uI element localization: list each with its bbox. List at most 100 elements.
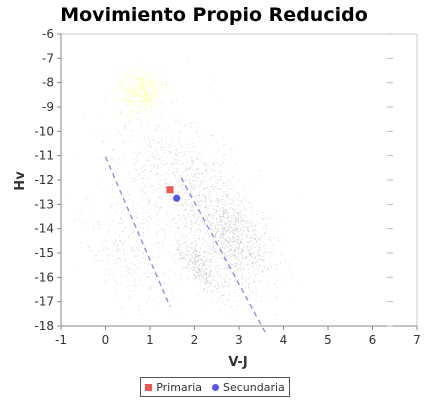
highlight-star-point	[137, 78, 139, 81]
background-star-point	[235, 224, 237, 226]
background-star-point	[221, 230, 223, 232]
highlight-star-point	[128, 101, 130, 103]
background-star-point	[148, 201, 150, 203]
background-star-point	[120, 270, 122, 272]
background-star-point	[151, 106, 152, 108]
background-star-point	[230, 249, 232, 251]
background-star-point	[186, 190, 188, 192]
background-star-point	[222, 224, 224, 226]
background-star-point	[198, 186, 200, 188]
background-star-point	[170, 152, 172, 154]
background-star-point	[224, 285, 226, 287]
background-star-point	[251, 278, 253, 280]
background-star-point	[249, 255, 251, 257]
background-star-point	[191, 222, 193, 224]
background-star-point	[248, 225, 250, 227]
background-star-point	[186, 239, 188, 241]
background-star-point	[235, 199, 237, 200]
background-star-point	[234, 215, 235, 217]
background-star-point	[239, 253, 241, 255]
background-star-point	[216, 210, 218, 212]
background-star-point	[220, 207, 222, 209]
background-star-point	[134, 255, 136, 257]
background-star-point	[280, 262, 281, 264]
background-star-point	[228, 298, 230, 300]
background-star-point	[209, 229, 211, 231]
background-star-point	[202, 265, 204, 267]
background-star-point	[85, 197, 87, 199]
background-star-point	[196, 271, 198, 273]
background-star-point	[190, 228, 191, 230]
background-star-point	[252, 230, 254, 232]
background-star-point	[231, 202, 233, 204]
background-star-point	[217, 271, 218, 273]
background-star-point	[210, 201, 212, 203]
background-star-point	[265, 253, 267, 255]
background-star-point	[175, 176, 177, 178]
background-star-point	[225, 209, 227, 210]
background-star-point	[176, 240, 178, 242]
background-star-point	[260, 281, 262, 283]
background-star-point	[236, 261, 238, 263]
background-star-point	[260, 275, 262, 277]
background-star-point	[161, 229, 163, 231]
background-star-point	[241, 278, 243, 280]
background-star-point	[197, 133, 199, 134]
background-star-point	[135, 278, 137, 280]
background-star-point	[202, 261, 204, 263]
background-star-point	[179, 269, 181, 271]
background-star-point	[222, 199, 224, 201]
background-star-point	[154, 158, 156, 160]
background-star-point	[157, 154, 159, 156]
background-star-point	[229, 279, 231, 281]
background-star-point	[150, 218, 152, 220]
background-star-point	[185, 199, 187, 201]
background-star-point	[195, 240, 197, 242]
background-star-point	[221, 221, 223, 223]
background-star-point	[178, 221, 180, 223]
background-star-point	[228, 284, 230, 286]
background-star-point	[153, 267, 155, 269]
background-star-point	[178, 136, 180, 138]
highlight-star-point	[123, 98, 125, 100]
background-star-point	[216, 102, 218, 103]
background-star-point	[196, 177, 197, 178]
background-star-point	[236, 219, 238, 221]
background-star-point	[231, 255, 233, 257]
background-star-point	[122, 141, 124, 143]
background-star-point	[156, 173, 158, 175]
background-star-point	[192, 269, 194, 271]
background-star-point	[192, 180, 194, 182]
background-star-point	[226, 240, 228, 241]
background-star-point	[193, 216, 195, 218]
background-star-point	[192, 254, 194, 256]
background-star-point	[223, 209, 225, 211]
background-star-point	[238, 205, 239, 207]
background-star-point	[112, 220, 114, 222]
background-star-point	[165, 90, 167, 92]
background-star-point	[205, 201, 206, 203]
background-star-point	[197, 260, 199, 262]
background-star-point	[206, 279, 208, 281]
background-star-point	[206, 281, 208, 283]
background-star-point	[184, 253, 186, 255]
background-star-point	[258, 249, 260, 251]
background-star-point	[266, 281, 268, 283]
background-star-point	[200, 275, 202, 277]
highlight-star-point	[160, 81, 162, 83]
background-star-point	[147, 144, 149, 146]
background-star-point	[248, 287, 249, 289]
background-star-point	[141, 124, 143, 126]
background-star-point	[241, 254, 243, 256]
background-star-point	[105, 218, 107, 220]
background-star-point	[147, 277, 149, 279]
background-star-point	[231, 231, 233, 233]
background-star-point	[247, 228, 248, 230]
background-star-point	[250, 209, 252, 211]
background-star-point	[163, 152, 165, 154]
background-star-point	[256, 224, 258, 226]
background-star-point	[250, 264, 251, 266]
background-star-point	[243, 243, 245, 245]
highlight-star-point	[138, 103, 141, 106]
background-star-point	[195, 162, 196, 164]
